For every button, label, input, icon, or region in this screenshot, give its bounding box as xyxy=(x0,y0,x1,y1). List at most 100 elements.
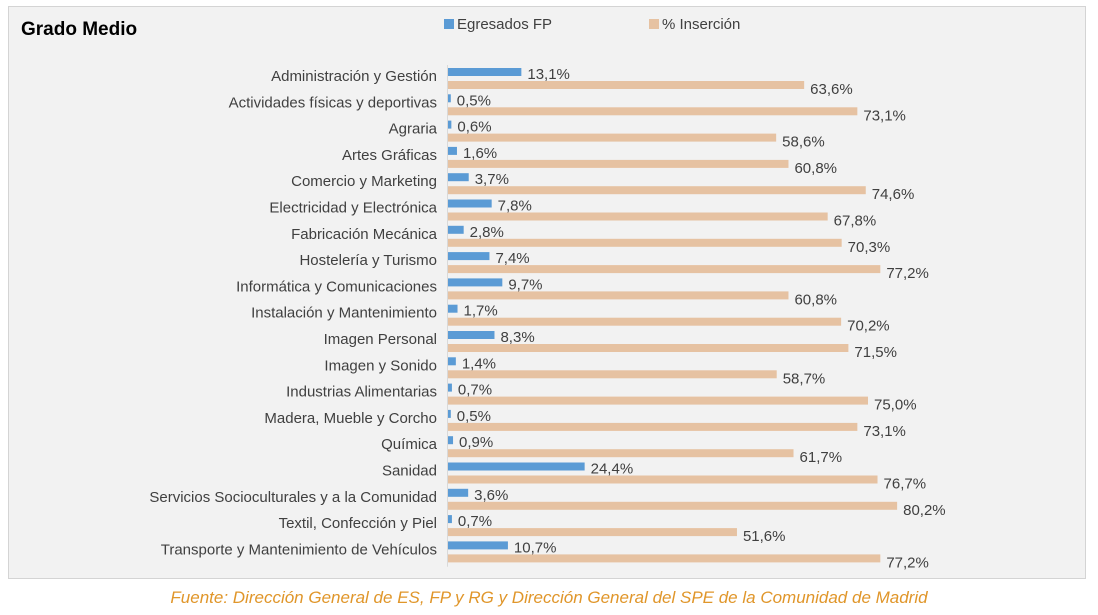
data-label-egresados-fp: 1,6% xyxy=(463,145,497,162)
legend-swatch-egresados-fp xyxy=(444,19,454,29)
bar-insercion xyxy=(448,186,866,195)
data-label-egresados-fp: 7,8% xyxy=(498,198,532,215)
legend-swatch-insercion xyxy=(649,19,659,29)
category-label-comercio-y-marketing: Comercio y Marketing xyxy=(291,173,437,190)
bar-egresados-fp xyxy=(448,173,469,182)
data-label-insercion: 63,6% xyxy=(810,81,853,98)
bar-insercion xyxy=(448,422,858,431)
bar-egresados-fp xyxy=(448,68,522,76)
bar-insercion xyxy=(448,317,842,326)
bar-egresados-fp xyxy=(448,199,492,208)
chart-title: Grado Medio xyxy=(21,19,137,40)
bar-egresados-fp xyxy=(448,304,458,313)
category-label-instalacion-y-mantenimiento: Instalación y Mantenimiento xyxy=(251,305,437,322)
bar-insercion xyxy=(448,159,789,168)
data-label-egresados-fp: 0,5% xyxy=(457,92,491,109)
bar-insercion xyxy=(448,370,777,379)
data-label-insercion: 60,8% xyxy=(794,291,837,308)
data-label-egresados-fp: 0,6% xyxy=(457,119,491,136)
bar-egresados-fp xyxy=(448,252,490,261)
data-label-egresados-fp: 9,7% xyxy=(508,276,542,293)
category-label-sanidad: Sanidad xyxy=(382,463,437,480)
category-label-transporte-y-mantenimiento-de-vehiculos: Transporte y Mantenimiento de Vehículos xyxy=(161,541,437,558)
bar-egresados-fp xyxy=(448,146,457,155)
bar-egresados-fp xyxy=(448,94,451,103)
data-label-insercion: 58,7% xyxy=(783,370,826,387)
bar-insercion xyxy=(448,501,898,510)
data-label-egresados-fp: 0,7% xyxy=(458,382,492,399)
bar-egresados-fp xyxy=(448,436,454,445)
category-label-artes-graficas: Artes Gráficas xyxy=(342,147,437,164)
legend-label-insercion: % Inserción xyxy=(662,16,740,33)
bar-egresados-fp xyxy=(448,409,451,418)
chart-frame: Grado Medio Egresados FP % Inserción Admi… xyxy=(8,6,1086,579)
category-label-electricidad-y-electronica: Electricidad y Electrónica xyxy=(269,200,437,217)
data-label-egresados-fp: 0,9% xyxy=(459,434,493,451)
category-label-imagen-personal: Imagen Personal xyxy=(324,331,437,348)
data-label-insercion: 51,6% xyxy=(743,528,786,545)
bar-egresados-fp xyxy=(448,278,503,287)
data-label-insercion: 77,2% xyxy=(886,265,929,282)
data-label-insercion: 80,2% xyxy=(903,502,946,519)
data-label-insercion: 61,7% xyxy=(800,449,843,466)
data-label-egresados-fp: 3,7% xyxy=(475,171,509,188)
data-label-insercion: 70,2% xyxy=(847,318,890,335)
category-label-fabricacion-mecanica: Fabricación Mecánica xyxy=(291,226,438,243)
category-label-administracion-y-gestion: Administración y Gestión xyxy=(271,68,437,85)
data-label-egresados-fp: 1,4% xyxy=(462,355,496,372)
data-label-egresados-fp: 0,5% xyxy=(457,408,491,425)
data-label-egresados-fp: 1,7% xyxy=(464,303,498,320)
bar-insercion xyxy=(448,475,878,484)
bar-insercion xyxy=(448,107,858,116)
data-label-egresados-fp: 2,8% xyxy=(470,224,504,241)
bars: Administración y Gestión 13,1% 63,6% Activi… xyxy=(149,65,946,571)
data-label-insercion: 76,7% xyxy=(884,476,927,493)
category-label-servicios-socioculturales-y-a-la-comunidad: Servicios Socioculturales y a la Comunid… xyxy=(149,489,437,506)
data-label-insercion: 67,8% xyxy=(834,213,877,230)
category-label-agraria: Agraria xyxy=(389,121,438,138)
bar-insercion xyxy=(448,212,828,221)
chart-svg: Grado Medio Egresados FP % Inserción Admi… xyxy=(21,16,946,571)
bar-egresados-fp xyxy=(448,225,464,234)
category-label-informatica-y-comunicaciones: Informática y Comunicaciones xyxy=(236,278,437,295)
category-label-actividades-fisicas-y-deportivas: Actividades físicas y deportivas xyxy=(229,94,437,111)
data-label-insercion: 70,3% xyxy=(848,239,891,256)
bar-insercion xyxy=(448,291,789,300)
data-label-egresados-fp: 13,1% xyxy=(527,66,570,83)
bar-insercion xyxy=(448,133,777,142)
bar-insercion xyxy=(448,396,868,405)
data-label-insercion: 58,6% xyxy=(782,134,825,151)
bar-insercion xyxy=(448,528,737,537)
data-label-egresados-fp: 10,7% xyxy=(514,539,557,556)
bar-insercion xyxy=(448,554,881,563)
category-label-textil-confeccion-y-piel: Textil, Confección y Piel xyxy=(279,515,437,532)
data-label-insercion: 75,0% xyxy=(874,397,917,414)
legend-label-egresados-fp: Egresados FP xyxy=(457,16,552,33)
data-label-insercion: 71,5% xyxy=(854,344,897,361)
legend: Egresados FP % Inserción xyxy=(444,16,740,33)
data-label-insercion: 73,1% xyxy=(863,107,906,124)
bar-insercion xyxy=(448,449,794,458)
category-label-imagen-y-sonido: Imagen y Sonido xyxy=(324,357,437,374)
data-label-insercion: 60,8% xyxy=(794,160,837,177)
bar-egresados-fp xyxy=(448,120,452,129)
data-label-insercion: 77,2% xyxy=(886,554,929,571)
bar-egresados-fp xyxy=(448,383,452,392)
data-label-egresados-fp: 24,4% xyxy=(591,461,634,478)
category-label-hosteleria-y-turismo: Hostelería y Turismo xyxy=(299,252,437,269)
bar-egresados-fp xyxy=(448,515,452,524)
bar-egresados-fp xyxy=(448,331,495,339)
bar-insercion xyxy=(448,238,842,247)
data-label-egresados-fp: 8,3% xyxy=(500,329,534,346)
bar-egresados-fp xyxy=(448,541,508,550)
category-label-industrias-alimentarias: Industrias Alimentarias xyxy=(286,384,437,401)
source-note: Fuente: Dirección General de ES, FP y RG… xyxy=(170,588,928,607)
category-label-madera-mueble-y-corcho: Madera, Mueble y Corcho xyxy=(264,410,437,427)
bar-egresados-fp xyxy=(448,488,469,497)
bar-egresados-fp xyxy=(448,462,585,471)
data-label-egresados-fp: 0,7% xyxy=(458,513,492,530)
data-label-insercion: 73,1% xyxy=(863,423,906,440)
category-label-quimica: Química xyxy=(381,436,438,453)
bar-insercion xyxy=(448,81,805,89)
bar-insercion xyxy=(448,344,849,352)
